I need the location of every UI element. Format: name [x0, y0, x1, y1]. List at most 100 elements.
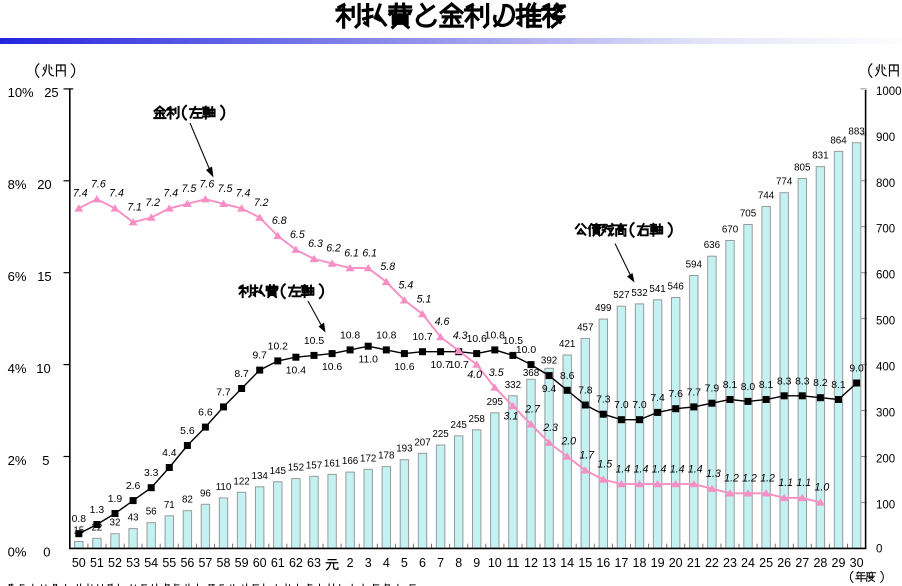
svg-text:8.2: 8.2 [813, 378, 828, 389]
svg-text:4.0: 4.0 [467, 369, 482, 381]
svg-text:2.7: 2.7 [524, 404, 541, 416]
svg-text:200: 200 [876, 454, 895, 466]
svg-text:11: 11 [506, 556, 519, 570]
svg-text:30: 30 [850, 556, 864, 570]
svg-text:10: 10 [488, 556, 502, 570]
svg-text:21: 21 [687, 556, 701, 570]
svg-text:7.5: 7.5 [182, 183, 197, 195]
svg-text:9: 9 [473, 556, 480, 570]
svg-text:2.0: 2.0 [560, 436, 576, 448]
svg-text:0: 0 [43, 545, 50, 560]
svg-text:700: 700 [876, 224, 895, 236]
svg-text:58: 58 [217, 556, 231, 570]
svg-text:8.3: 8.3 [777, 376, 792, 387]
svg-text:71: 71 [164, 500, 175, 511]
svg-text:9.7: 9.7 [252, 351, 267, 362]
svg-text:900: 900 [876, 132, 895, 144]
svg-text:245: 245 [451, 420, 468, 431]
svg-text:20: 20 [37, 177, 51, 192]
svg-text:5.8: 5.8 [380, 261, 395, 273]
svg-text:10.4: 10.4 [286, 366, 306, 377]
svg-text:0.8: 0.8 [72, 514, 87, 525]
svg-text:172: 172 [360, 453, 376, 464]
svg-text:1000: 1000 [876, 86, 902, 98]
svg-text:7.4: 7.4 [650, 393, 665, 404]
svg-text:8.6: 8.6 [560, 371, 575, 382]
svg-text:594: 594 [686, 260, 703, 271]
svg-text:7.4: 7.4 [109, 188, 124, 200]
svg-text:6.5: 6.5 [290, 229, 305, 241]
svg-text:19: 19 [651, 556, 665, 570]
svg-text:6%: 6% [8, 269, 27, 284]
svg-text:9.4: 9.4 [542, 384, 557, 395]
svg-text:18: 18 [633, 556, 647, 570]
svg-text:24: 24 [741, 556, 755, 570]
svg-text:670: 670 [722, 225, 739, 236]
svg-text:7.0: 7.0 [614, 400, 629, 411]
svg-text:15: 15 [73, 526, 84, 537]
svg-text:25: 25 [44, 85, 58, 100]
svg-text:8.1: 8.1 [723, 380, 738, 391]
svg-text:52: 52 [108, 556, 122, 570]
svg-text:225: 225 [432, 429, 449, 440]
svg-text:883: 883 [848, 127, 865, 138]
svg-text:3.3: 3.3 [144, 468, 159, 479]
svg-text:332: 332 [505, 380, 521, 391]
svg-text:6.6: 6.6 [198, 408, 213, 419]
svg-text:800: 800 [876, 178, 895, 190]
svg-text:7.4: 7.4 [73, 188, 88, 200]
svg-text:2.6: 2.6 [126, 481, 141, 492]
svg-text:110: 110 [216, 482, 232, 493]
svg-text:5: 5 [42, 453, 49, 468]
svg-text:20: 20 [669, 556, 683, 570]
svg-text:1.4: 1.4 [652, 463, 667, 475]
svg-text:1.4: 1.4 [634, 463, 649, 475]
svg-text:56: 56 [180, 556, 194, 570]
svg-text:51: 51 [90, 556, 104, 570]
svg-text:7.9: 7.9 [705, 384, 720, 395]
svg-text:55: 55 [162, 556, 176, 570]
svg-text:7.6: 7.6 [200, 178, 215, 190]
svg-text:6: 6 [419, 556, 426, 570]
svg-text:8.0: 8.0 [741, 382, 756, 393]
svg-text:3.1: 3.1 [504, 411, 519, 423]
svg-text:864: 864 [830, 135, 847, 146]
svg-text:26: 26 [777, 556, 791, 570]
svg-text:16: 16 [596, 556, 610, 570]
svg-text:500: 500 [876, 316, 895, 328]
svg-text:2: 2 [347, 556, 354, 570]
svg-text:207: 207 [414, 437, 430, 448]
svg-text:1.9: 1.9 [108, 494, 123, 505]
svg-text:12: 12 [524, 556, 538, 570]
svg-text:6.3: 6.3 [308, 238, 323, 250]
svg-text:100: 100 [876, 499, 895, 511]
svg-text:1.1: 1.1 [778, 477, 793, 489]
svg-text:3: 3 [365, 556, 372, 570]
svg-text:258: 258 [469, 414, 486, 425]
svg-text:10.8: 10.8 [340, 330, 360, 341]
svg-text:63: 63 [307, 556, 321, 570]
svg-text:7: 7 [437, 556, 444, 570]
svg-text:4.6: 4.6 [435, 316, 450, 328]
svg-text:10.7: 10.7 [449, 360, 469, 371]
svg-text:178: 178 [378, 451, 395, 462]
svg-text:532: 532 [631, 288, 647, 299]
svg-text:1.4: 1.4 [688, 463, 703, 475]
svg-text:392: 392 [541, 355, 557, 366]
svg-text:7.0: 7.0 [632, 400, 647, 411]
svg-text:7.4: 7.4 [163, 188, 178, 200]
svg-text:8.3: 8.3 [795, 376, 810, 387]
svg-text:166: 166 [342, 456, 359, 467]
svg-text:0: 0 [876, 543, 882, 555]
svg-text:5.6: 5.6 [180, 426, 195, 437]
svg-text:546: 546 [668, 282, 685, 293]
svg-text:4.4: 4.4 [162, 448, 177, 459]
svg-text:1.3: 1.3 [706, 468, 721, 480]
svg-text:6.8: 6.8 [272, 215, 287, 227]
svg-text:7.2: 7.2 [145, 197, 160, 209]
svg-text:7.2: 7.2 [254, 197, 269, 209]
svg-text:295: 295 [487, 397, 504, 408]
svg-text:400: 400 [876, 362, 895, 374]
svg-text:10.7: 10.7 [430, 360, 450, 371]
svg-text:636: 636 [704, 240, 721, 251]
